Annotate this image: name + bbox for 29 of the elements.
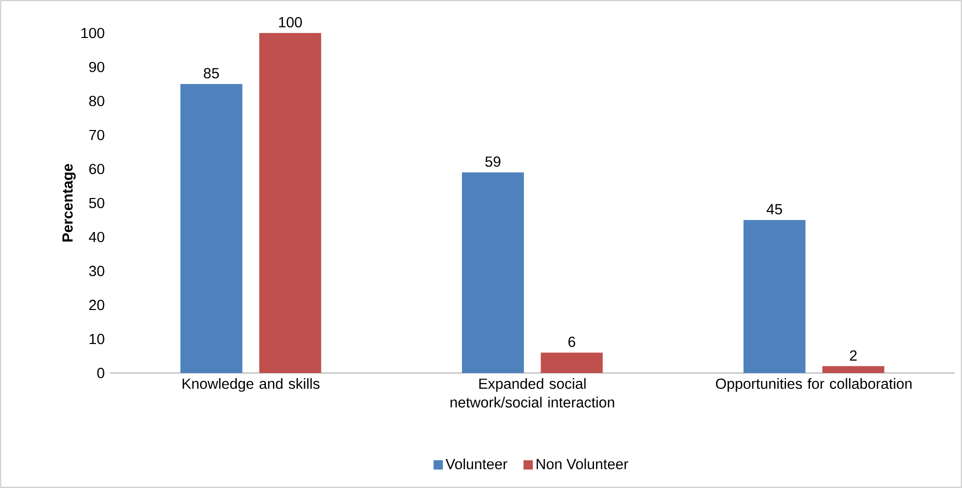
data-label: 100 (279, 17, 302, 28)
y-tick-label: 50 (89, 198, 104, 208)
data-label: 6 (568, 336, 576, 347)
y-tick-label: 10 (90, 334, 104, 344)
y-axis-title: Percentage (62, 164, 76, 242)
x-tick-label: Expanded social network/social interaction (450, 378, 614, 408)
y-tick-label: 40 (88, 232, 104, 242)
y-tick-label: 20 (89, 300, 104, 310)
y-tick-label: 100 (81, 28, 104, 38)
y-tick-label: 30 (89, 266, 104, 276)
data-label: 85 (204, 68, 219, 78)
y-tick-label: 90 (89, 62, 104, 72)
y-tick-label: 80 (89, 96, 104, 106)
bar (540, 352, 603, 373)
y-tick-label: 70 (89, 130, 104, 140)
data-label: 45 (766, 204, 782, 214)
x-tick-label: Knowledge and skills (182, 378, 320, 392)
bar (822, 366, 884, 373)
data-label: 59 (485, 156, 500, 167)
data-label: 2 (850, 350, 857, 361)
bar (462, 172, 524, 373)
bar (744, 220, 806, 373)
bar (259, 32, 322, 373)
bar (180, 84, 242, 373)
y-tick-label: 60 (89, 164, 104, 174)
legend-label: Volunteer (446, 458, 508, 470)
y-tick-label: 0 (97, 368, 104, 378)
x-tick-label: Opportunities for collaboration (716, 378, 912, 392)
legend-label: Non Volunteer (536, 458, 628, 470)
